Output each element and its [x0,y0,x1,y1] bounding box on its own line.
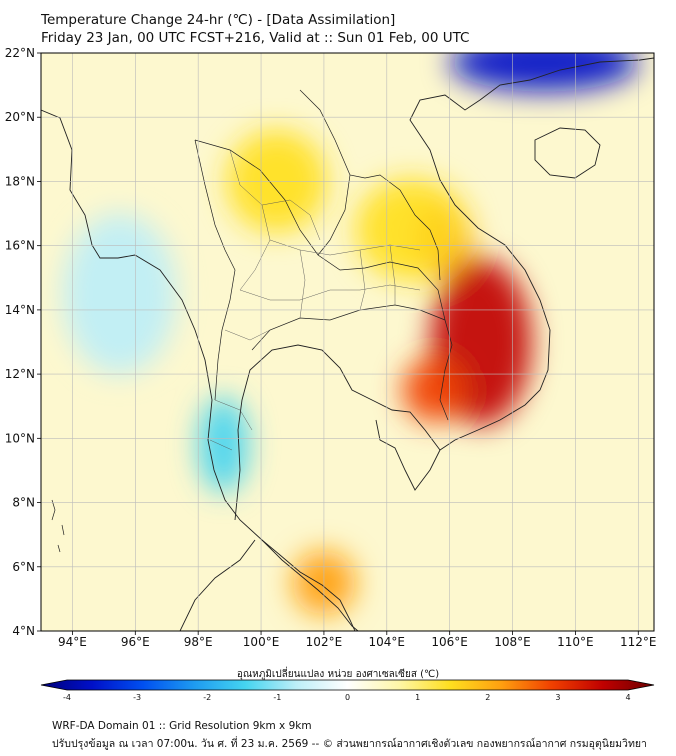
lat-tick-label: 14°N [5,303,35,317]
anomaly-region-4 [449,53,639,92]
colorbar-tick-label: -4 [63,693,71,702]
lon-tick-label: 98°E [184,635,213,649]
lon-tick-label: 96°E [121,635,150,649]
lat-tick-label: 8°N [12,496,35,510]
gulf-of-thailand-coast [234,57,654,521]
colorbar-label: อุณหภูมิเปลี่ยนแปลง หน่วย องศาเซลเซียส (… [236,669,440,680]
lat-tick-label: 12°N [5,367,35,381]
andaman-islands [51,499,65,553]
lon-tick-label: 102°E [306,635,343,649]
colorbar-tick-label: -1 [273,693,281,702]
colorbar-tick-label: -2 [203,693,211,702]
colorbar-tick-label: 0 [345,693,350,702]
hainan-island [534,127,601,179]
lon-tick-label: 94°E [58,635,87,649]
graticule [41,53,654,631]
mainland-coastline [41,109,359,631]
lon-tick-label: 112°E [620,635,657,649]
country-borders [194,89,453,421]
malay-peninsula [261,539,356,631]
anomaly-region-5 [198,396,249,493]
credits: ปรับปรุงข้อมูล ณ เวลา 07:00น. วัน ศ. ที่… [52,738,647,750]
lat-tick-label: 16°N [5,239,35,253]
colorbar-ticks: -4 -3 -2 -1 0 1 2 3 4 [63,693,631,702]
coastline-and-borders [41,57,654,631]
colorbar-tick-label: 2 [485,693,490,702]
anomaly-region-2 [402,358,466,423]
colorbar-scale [40,679,655,691]
lat-tick-label: 22°N [5,46,35,60]
lat-tick-label: 18°N [5,174,35,188]
colorbar-tick-label: 4 [625,693,630,702]
colorbar-tick-label: 1 [415,693,420,702]
anomaly-region-6 [63,213,177,375]
lon-tick-label: 106°E [431,635,468,649]
lat-tick-label: 20°N [5,110,35,124]
latitude-axis: 4°N 6°N 8°N 10°N 12°N 14°N 16°N 18°N 20°N 22°N [5,46,41,638]
anomaly-region-3 [355,178,469,281]
lon-tick-label: 104°E [369,635,406,649]
lon-tick-label: 100°E [243,635,280,649]
model-info: WRF-DA Domain 01 :: Grid Resolution 9km … [52,720,312,732]
sumatra-coast [179,539,256,631]
map-title: Temperature Change 24-hr (℃) - [Data Ass… [41,12,396,28]
province-borders [209,149,421,451]
longitude-axis: 94°E 96°E 98°E 100°E 102°E 104°E 106°E 108°E 110… [58,631,657,649]
map-subtitle: Friday 23 Jan, 00 UTC FCST+216, Valid at… [41,30,470,46]
lon-tick-label: 110°E [557,635,594,649]
colorbar-tick-label: -3 [133,693,141,702]
colorbar-tick-label: 3 [555,693,560,702]
plot-frame [40,52,655,632]
colorbar: -4 -3 -2 -1 0 1 2 3 4 [40,679,655,702]
vietnam-south-coast [375,419,441,491]
lat-tick-label: 6°N [12,560,35,574]
lat-tick-label: 4°N [12,624,35,638]
lat-tick-label: 10°N [5,431,35,445]
lon-tick-label: 108°E [494,635,531,649]
